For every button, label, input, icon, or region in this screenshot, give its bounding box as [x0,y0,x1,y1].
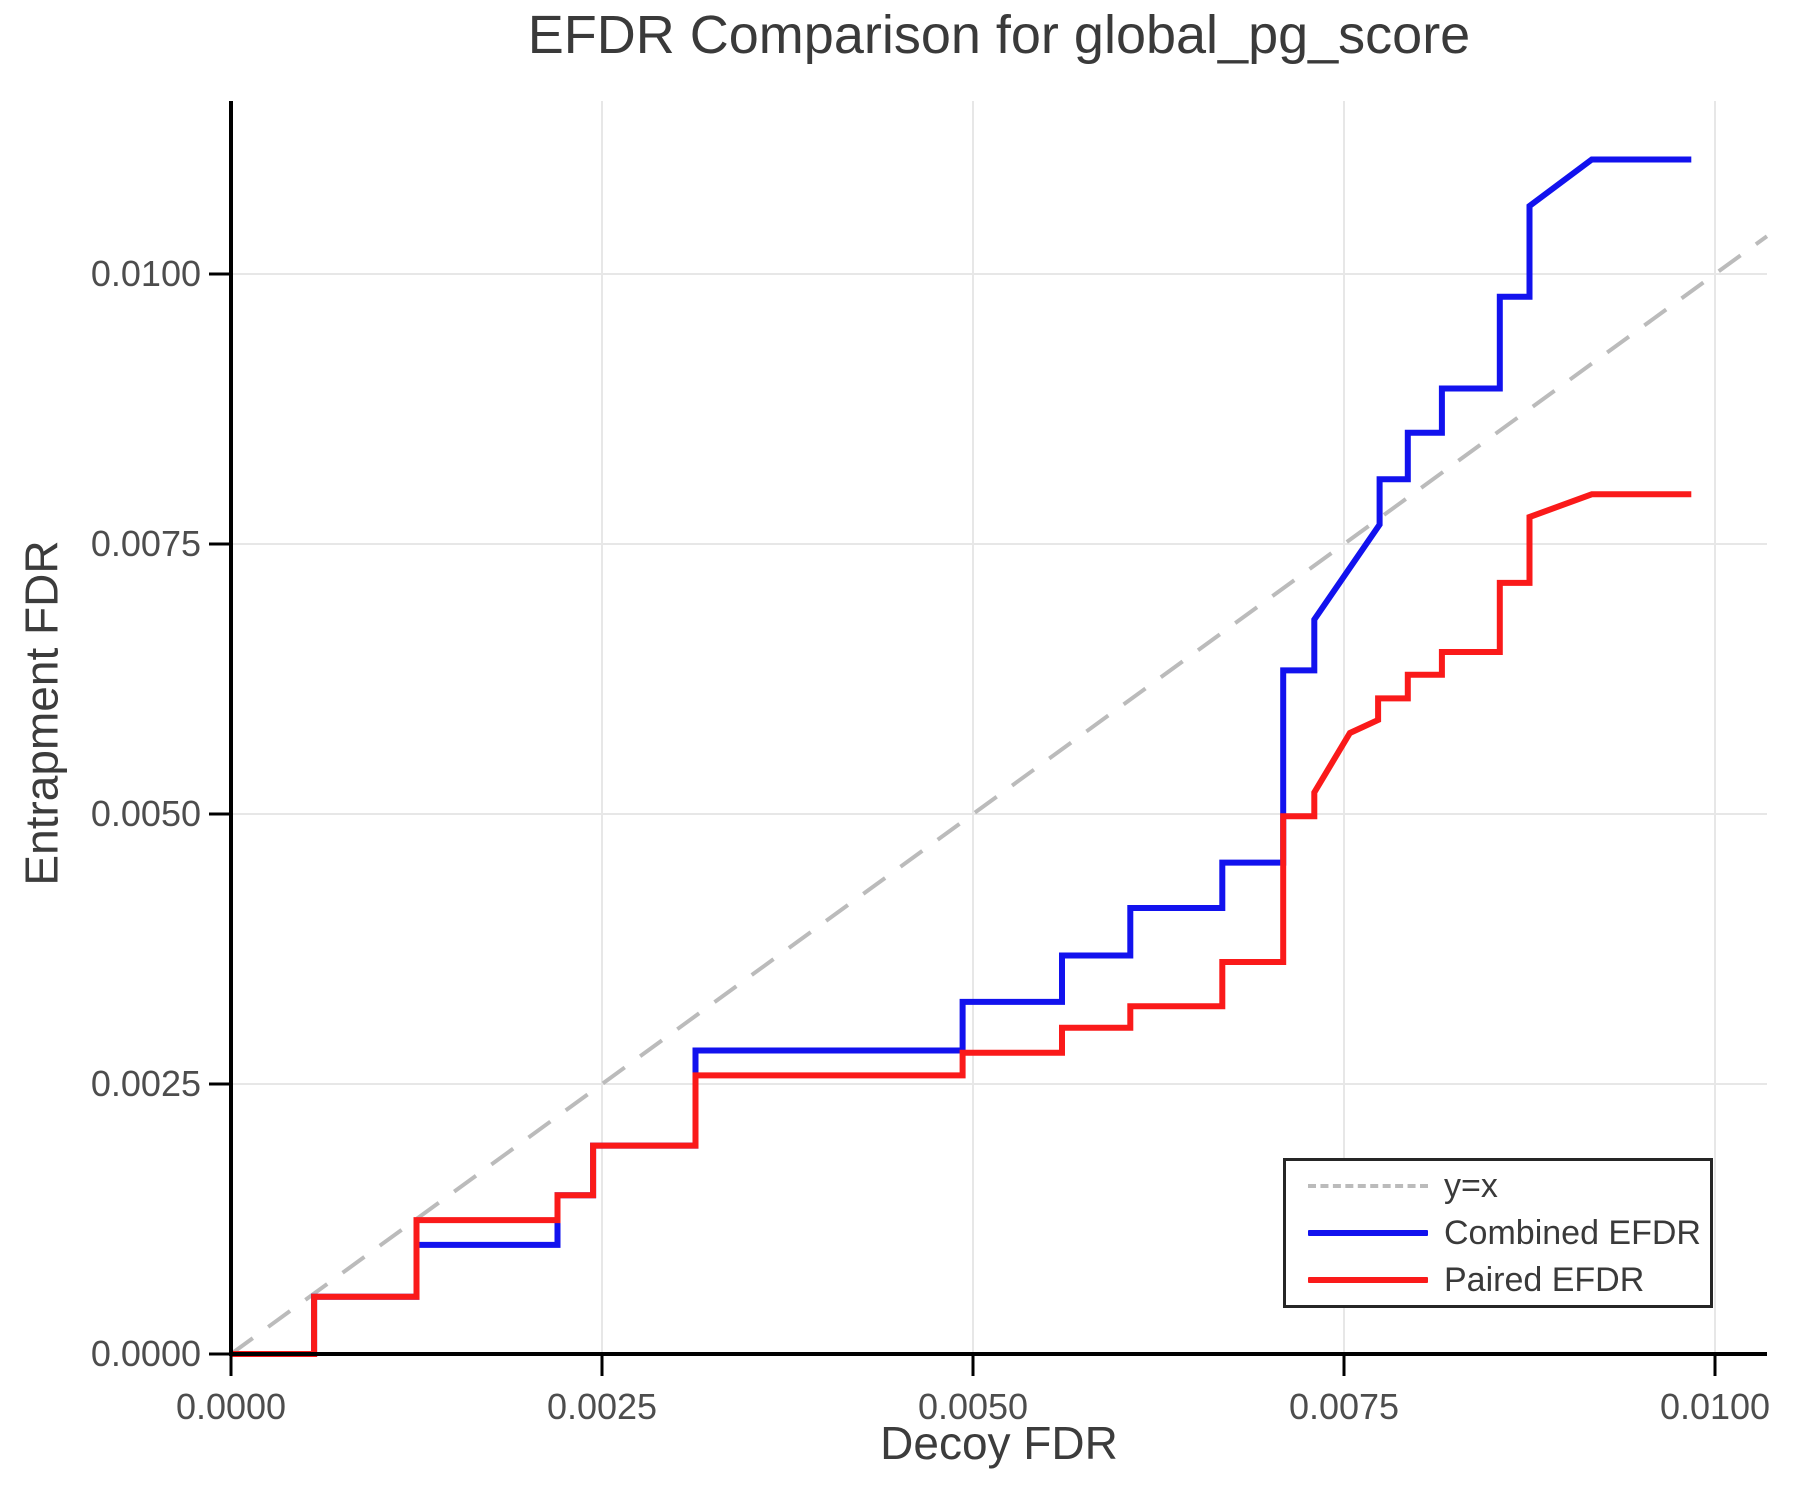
blue-line-swatch-icon [1308,1230,1428,1236]
series-line-paired-efdr [231,491,1692,1357]
legend-item-paired-efdr: Paired EFDR [1308,1260,1710,1300]
y-tick-label: 0.0025 [90,1063,201,1104]
legend-item-yx: y=x [1308,1166,1710,1206]
y-tick-label: 0.0000 [90,1333,201,1374]
legend-label: y=x [1444,1166,1498,1205]
chart-title: EFDR Comparison for global_pg_score [527,5,1471,65]
y-tick-label: 0.0100 [90,253,201,294]
x-tick-label: 0.0000 [175,1386,287,1427]
x-tick-label: 0.0025 [546,1386,658,1427]
x-tick-label: 0.0050 [917,1386,1029,1427]
dashed-line-swatch-icon [1308,1184,1428,1188]
red-line-swatch-icon [1308,1277,1428,1283]
legend-label: Combined EFDR [1444,1213,1701,1252]
x-tick-label: 0.0075 [1288,1386,1400,1427]
legend-label: Paired EFDR [1444,1260,1645,1299]
y-tick-label: 0.0050 [90,793,201,834]
legend-item-combined-efdr: Combined EFDR [1308,1213,1710,1253]
x-tick-label: 0.0100 [1659,1386,1771,1427]
reference-line-y-equals-x [229,234,1769,1356]
y-tick-label: 0.0075 [90,523,201,564]
legend: y=x Combined EFDR Paired EFDR [1283,1158,1713,1308]
x-axis-label: Decoy FDR [880,1417,1118,1469]
